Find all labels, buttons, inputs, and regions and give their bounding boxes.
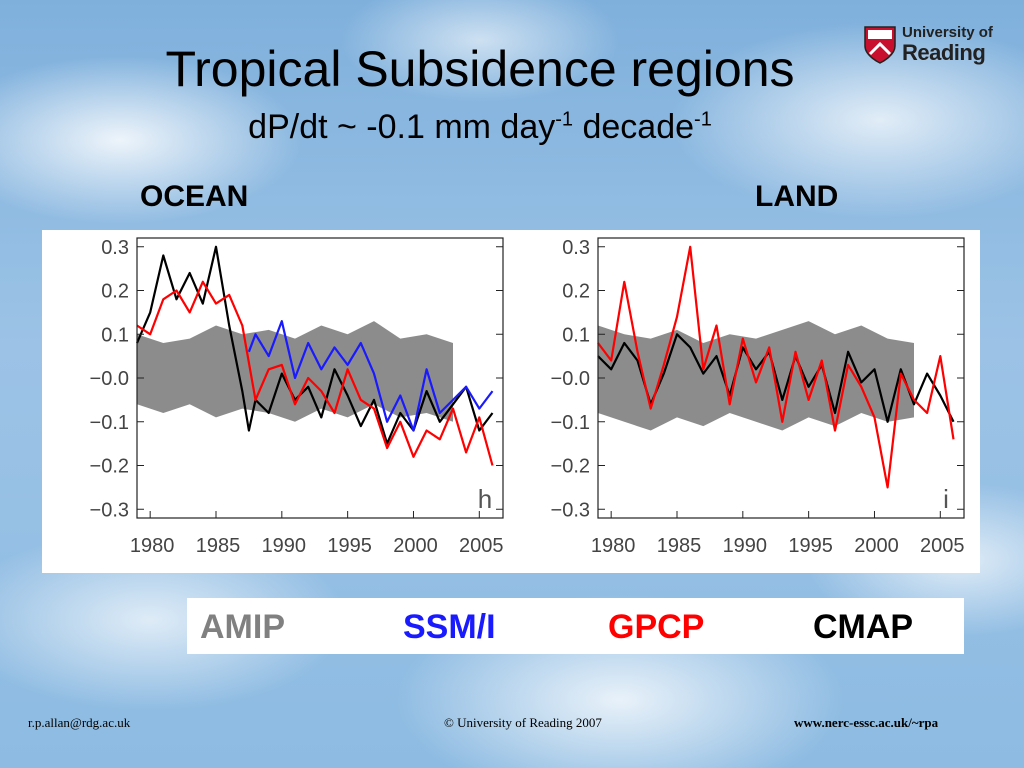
legend-cmap: CMAP [813,608,914,646]
chart-2-series-amip-band [598,321,914,431]
chart-1-xtick-label: 2005 [459,535,504,557]
chart-2-xtick-label: 1985 [657,535,702,557]
chart-1-series-amip-band [137,321,453,422]
footer-copyright: © University of Reading 2007 [444,715,602,730]
chart-1-ytick-label: −0.1 [90,412,129,434]
subtitle-exponent-1: -1 [555,108,574,131]
chart-1-series-gpcp-line [136,280,494,466]
chart-panel: 0.3 0.2 0.1 −0.0 −0.1 −0.2 −0.3 1980 1985 1990 199… [42,230,980,573]
slide-subtitle: dP/dt ~ -0.1 mm day-1 decade-1 [0,108,960,147]
chart-1-ytick-label: 0.3 [101,237,129,259]
chart-2-xtick-label: 1990 [723,535,768,557]
chart-2-ytick-label: −0.0 [551,368,590,390]
chart-2-xtick-label: 2000 [854,535,899,557]
chart-1-xtick-label: 1980 [130,535,175,557]
legend-gpcp: GPCP [608,608,705,646]
logo-line-1: University of [902,24,993,41]
chart-2-series-gpcp-line [597,245,955,489]
legend: AMIP SSM/I GPCP CMAP [187,598,964,654]
footer-url: www.nerc-essc.ac.uk/~rpa [794,715,939,730]
footer-email: r.p.allan@rdg.ac.uk [28,715,131,730]
legend-amip: AMIP [200,608,285,646]
chart-2-ytick-label: −0.3 [551,499,590,521]
chart-1-ytick-label: −0.0 [90,368,129,390]
legend-ssmi: SSM/I [403,608,496,646]
chart-1-ytick-label: −0.3 [90,499,129,521]
chart-2-xtick-label: 1980 [591,535,636,557]
chart-2-ytick-label: −0.2 [551,456,590,478]
subtitle-main: dP/dt ~ -0.1 mm day [248,108,556,146]
chart-2-xtick-label: 2005 [920,535,965,557]
chart-2-ytick-label: 0.1 [562,324,590,346]
chart-2-panel-letter: i [943,484,949,514]
chart-2-xtick-label: 1995 [788,535,833,557]
chart-2-ytick-label: −0.1 [551,412,590,434]
ocean-label: OCEAN [140,180,249,213]
slide-title: Tropical Subsidence regions [165,41,795,97]
chart-1-ytick-label: 0.1 [101,324,129,346]
chart-1-xtick-label: 2000 [393,535,438,557]
chart-1-xtick-label: 1985 [196,535,241,557]
chart-2-ytick-label: 0.3 [562,237,590,259]
land-label: LAND [755,180,839,213]
chart-1-panel-letter: h [478,484,492,514]
chart-1-xtick-label: 1995 [327,535,372,557]
subtitle-mid: decade [573,108,695,146]
chart-1-ytick-label: 0.2 [101,281,129,303]
chart-1-xtick-label: 1990 [262,535,307,557]
shield-icon [864,26,896,64]
university-logo: University of Reading [864,24,1004,70]
subtitle-exponent-2: -1 [694,108,712,131]
chart-1-series-ssmi-line [247,319,494,432]
chart-1-ytick-label: −0.2 [90,456,129,478]
logo-line-2: Reading [902,40,986,65]
chart-2-ytick-label: 0.2 [562,281,590,303]
